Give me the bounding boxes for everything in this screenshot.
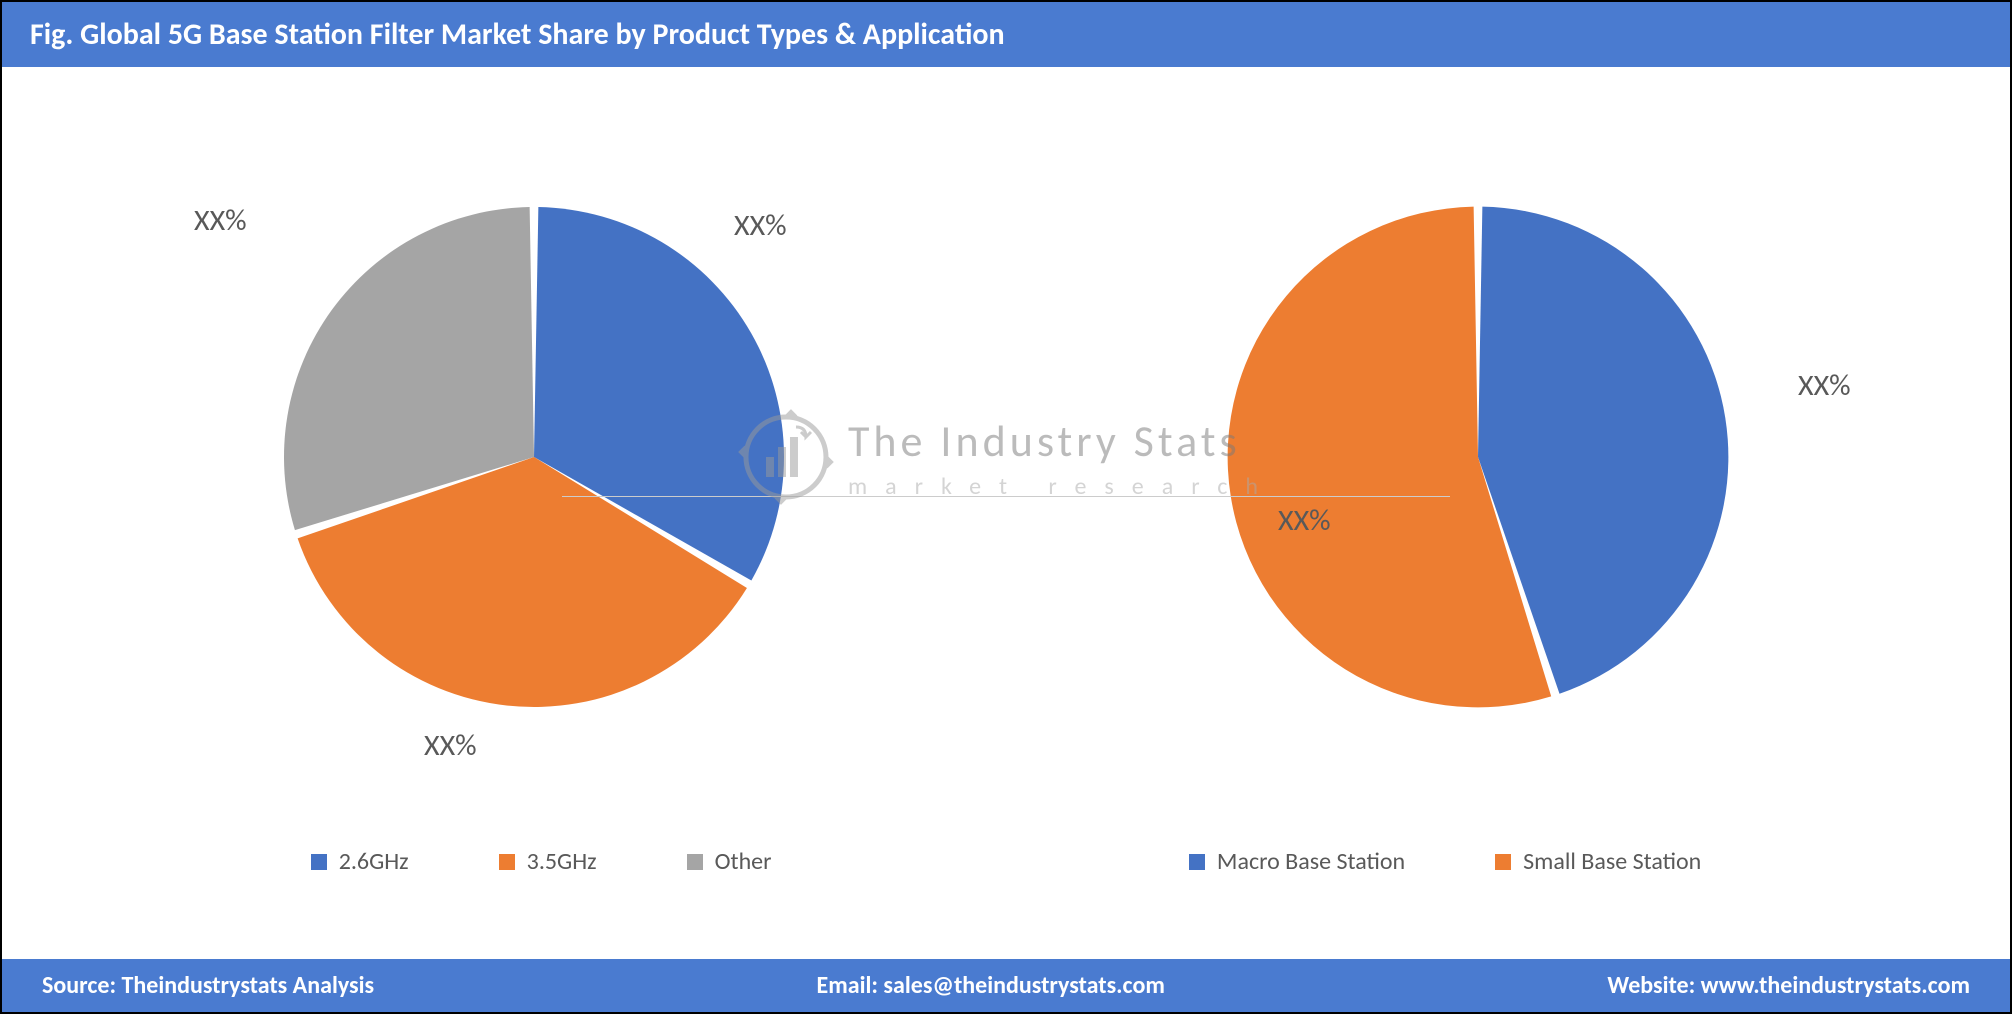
legend-swatch [1495,854,1511,870]
slice-data-label: XX% [734,207,787,244]
pie-left-chart [274,197,794,717]
chart-title: Fig. Global 5G Base Station Filter Marke… [30,16,1005,53]
footer-email: Email: sales@theindustrystats.com [817,971,1165,1000]
legend-label: 3.5GHz [527,847,597,876]
legend-item: 2.6GHz [311,847,409,876]
pie-right-wrapper: XX% XX% [1078,107,1878,807]
legends-row: 2.6GHz 3.5GHz Other Macro Base Station Smal… [2,847,2010,896]
legend-label: 2.6GHz [339,847,409,876]
legend-item: 3.5GHz [499,847,597,876]
legend-item: Other [687,847,772,876]
header-bar: Fig. Global 5G Base Station Filter Marke… [2,2,2010,67]
legend-label: Small Base Station [1523,847,1701,876]
pie-left-wrapper: XX% XX% XX% [134,107,934,807]
watermark-divider [562,496,1450,497]
legend-label: Macro Base Station [1217,847,1405,876]
footer-bar: Source: Theindustrystats Analysis Email:… [2,955,2010,1012]
slice-data-label: XX% [424,727,477,764]
footer-source: Source: Theindustrystats Analysis [42,971,374,1000]
legend-swatch [499,854,515,870]
legend-label: Other [715,847,772,876]
pie-right-chart [1218,197,1738,717]
slice-data-label: XX% [1798,367,1851,404]
legend-swatch [311,854,327,870]
legend-swatch [687,854,703,870]
legend-item: Small Base Station [1495,847,1701,876]
legend-right: Macro Base Station Small Base Station [1189,847,1701,876]
legend-item: Macro Base Station [1189,847,1405,876]
slice-data-label: XX% [1278,502,1331,539]
footer-website: Website: www.theindustrystats.com [1607,971,1970,1000]
legend-left: 2.6GHz 3.5GHz Other [311,847,772,876]
chart-area: XX%XX%XX% XX%XX% The Industry Stats mark… [2,67,2010,847]
legend-swatch [1189,854,1205,870]
slice-data-label: XX% [194,202,247,239]
